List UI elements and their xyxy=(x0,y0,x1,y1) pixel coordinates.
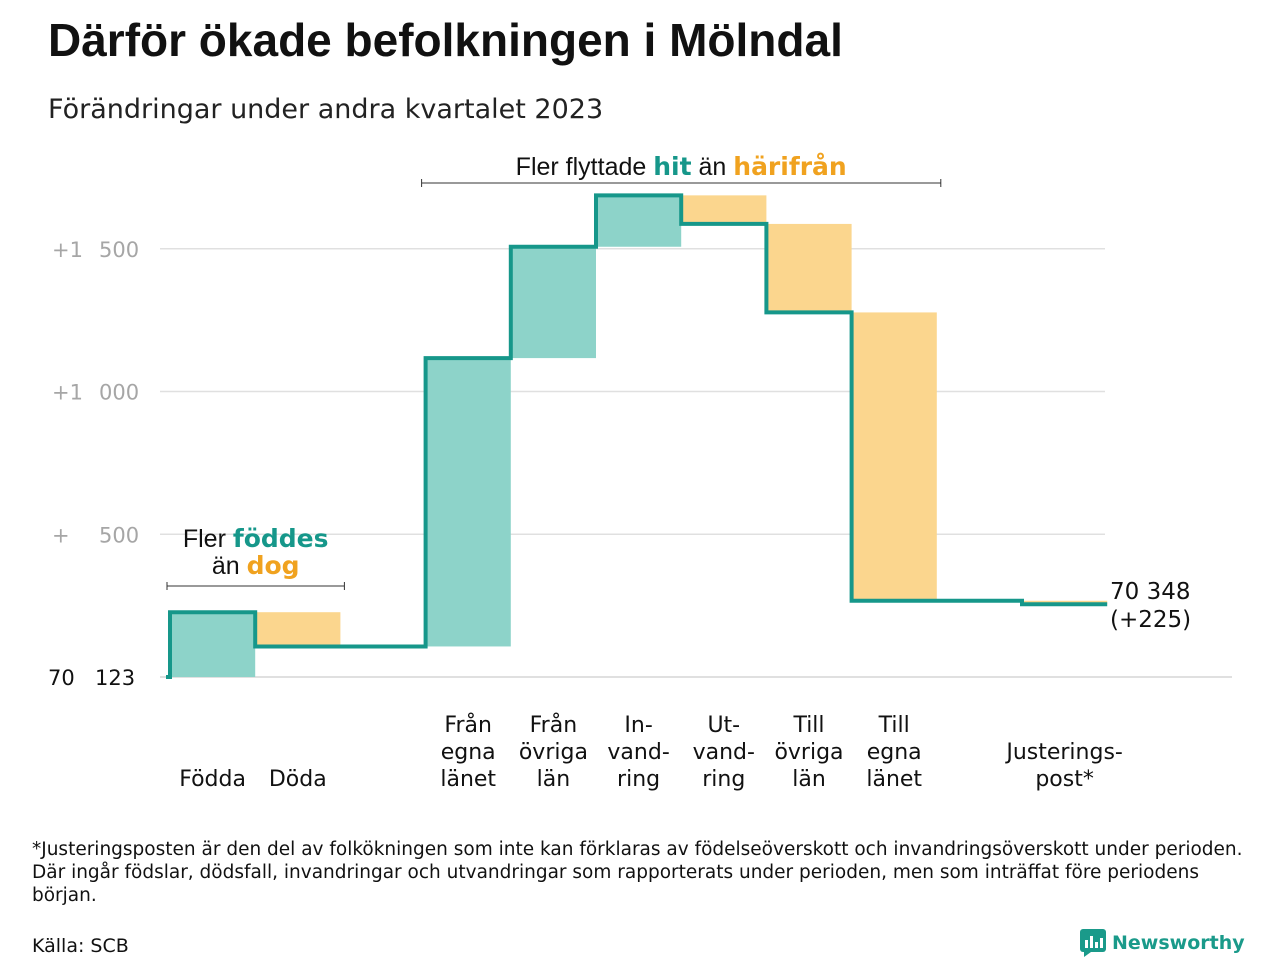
brand-logo: Newsworthy xyxy=(1080,928,1245,958)
x-category-label: Justerings-post* xyxy=(1004,740,1123,792)
footnote: *Justeringsposten är den del av folkökni… xyxy=(32,839,1243,906)
x-category-label: Döda xyxy=(269,767,327,792)
cumulative-step-line xyxy=(166,193,1108,679)
waterfall-bar xyxy=(255,612,341,647)
annotation-births-line1: Fler föddes xyxy=(183,524,329,553)
x-category-label: Ut-vand-ring xyxy=(693,713,755,792)
x-category-label: Till övriga län xyxy=(774,713,843,792)
annotation-migration: Fler flyttade hit än härifrån xyxy=(516,152,847,181)
x-category-label: Födda xyxy=(179,767,246,792)
y-tick-label: +500 xyxy=(52,523,139,547)
x-category-label: In-vand-ring xyxy=(607,713,669,792)
waterfall-bar xyxy=(681,195,767,224)
source-label: Källa: SCB xyxy=(32,935,129,957)
y-tick-label: +1 500 xyxy=(52,238,139,262)
waterfall-chart: 70 123 + 500 +1 000 +1 500 Födda Döda Från egna läne… xyxy=(48,152,1232,792)
waterfall-bar xyxy=(510,246,596,359)
waterfall-bar xyxy=(596,195,682,247)
y-tick-label: 70 123 xyxy=(48,666,135,690)
y-tick-label: +1 000 xyxy=(52,381,139,405)
annotation-births-line2: än dog xyxy=(212,551,300,580)
x-category-label: Till egna länet xyxy=(866,713,922,792)
end-change-label: (+225) xyxy=(1110,607,1191,633)
waterfall-bar xyxy=(170,612,256,677)
x-category-label: Från övriga län xyxy=(519,712,588,792)
chart-subtitle: Förändringar under andra kvartalet 2023 xyxy=(48,94,604,125)
waterfall-bar xyxy=(766,223,852,313)
waterfall-bar xyxy=(425,358,511,647)
waterfall-bar xyxy=(851,312,937,601)
chart-title: Därför ökade befolkningen i Mölndal xyxy=(48,14,843,66)
newsworthy-logo-icon xyxy=(1080,929,1106,957)
x-category-label: Från egna länet xyxy=(440,712,496,792)
end-value-label: 70 348 xyxy=(1110,579,1190,605)
brand-name: Newsworthy xyxy=(1112,932,1245,954)
